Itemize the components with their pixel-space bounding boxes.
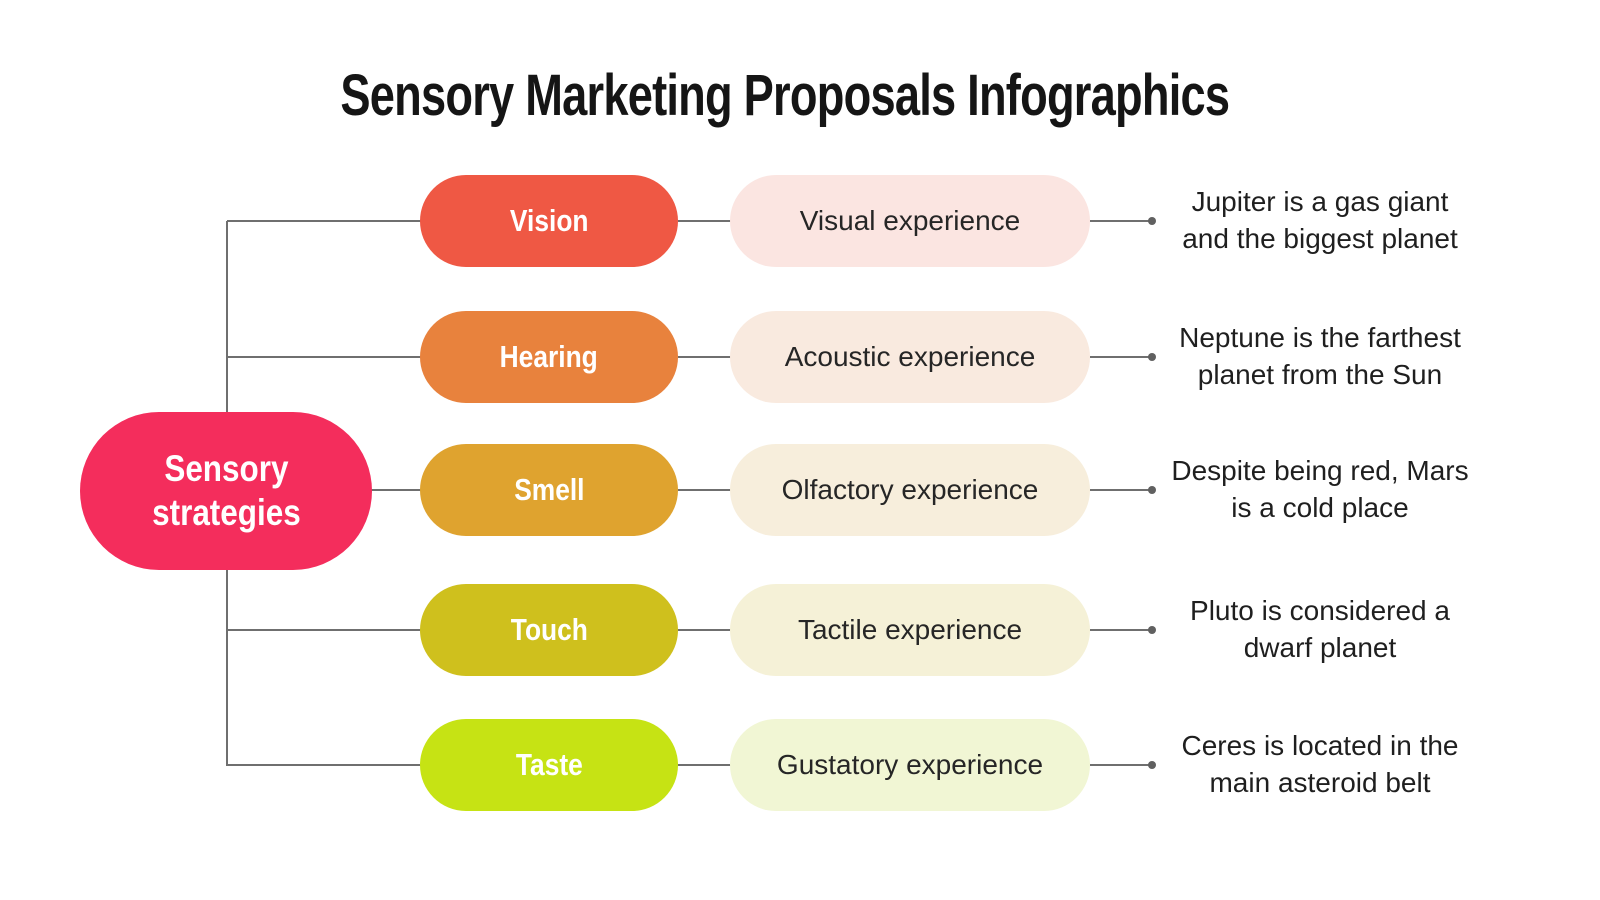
link-line-hearing-experience — [678, 356, 731, 358]
sense-node-vision: Vision — [420, 175, 678, 267]
link-line-smell-experience — [678, 489, 731, 491]
page-title-text: Sensory Marketing Proposals Infographics — [340, 63, 1231, 128]
link-line-gustatory-description — [1090, 764, 1150, 766]
link-line-olfactory-description — [1090, 489, 1150, 491]
experience-node-label: Visual experience — [799, 205, 1021, 236]
description-text-taste: Ceres is located in the main asteroid be… — [1181, 730, 1459, 798]
sense-node-hearing: Hearing — [420, 311, 678, 403]
link-line-taste-experience — [678, 764, 731, 766]
sense-node-label: Touch — [510, 612, 588, 647]
experience-node-acoustic: Acoustic experience — [730, 311, 1090, 403]
branch-line-hearing — [227, 356, 421, 358]
link-line-vision-experience — [678, 220, 731, 222]
sense-node-label: Hearing — [499, 339, 599, 374]
page-title: Sensory Marketing Proposals Infographics — [0, 62, 1570, 129]
endpoint-dot-hearing — [1148, 353, 1156, 361]
experience-node-label: Olfactory experience — [781, 474, 1039, 505]
branch-line-touch — [227, 629, 421, 631]
endpoint-dot-vision — [1148, 217, 1156, 225]
endpoint-dot-touch — [1148, 626, 1156, 634]
description-text-touch: Pluto is considered a dwarf planet — [1190, 595, 1450, 663]
experience-node-tactile: Tactile experience — [730, 584, 1090, 676]
sense-node-touch: Touch — [420, 584, 678, 676]
sense-node-label: Taste — [515, 747, 583, 782]
root-node-label: Sensory strategies — [151, 448, 301, 533]
description-text-hearing: Neptune is the farthest planet from the … — [1179, 322, 1461, 390]
link-line-acoustic-description — [1090, 356, 1150, 358]
description-text-vision: Jupiter is a gas giant and the biggest p… — [1182, 186, 1458, 254]
sense-node-smell: Smell — [420, 444, 678, 536]
link-line-visual-description — [1090, 220, 1150, 222]
endpoint-dot-smell — [1148, 486, 1156, 494]
endpoint-dot-taste — [1148, 761, 1156, 769]
sense-node-label: Vision — [509, 203, 589, 238]
branch-line-taste — [227, 764, 421, 766]
experience-node-label: Tactile experience — [797, 614, 1023, 645]
link-line-tactile-description — [1090, 629, 1150, 631]
branch-line-vision — [227, 220, 421, 222]
sense-node-taste: Taste — [420, 719, 678, 811]
experience-node-gustatory: Gustatory experience — [730, 719, 1090, 811]
experience-node-label: Acoustic experience — [784, 341, 1036, 372]
experience-node-olfactory: Olfactory experience — [730, 444, 1090, 536]
description-text-smell: Despite being red, Mars is a cold place — [1171, 455, 1469, 523]
experience-node-visual: Visual experience — [730, 175, 1090, 267]
experience-node-label: Gustatory experience — [776, 749, 1044, 780]
sense-node-label: Smell — [513, 472, 585, 507]
link-line-touch-experience — [678, 629, 731, 631]
root-node-sensory-strategies: Sensory strategies — [80, 412, 372, 570]
